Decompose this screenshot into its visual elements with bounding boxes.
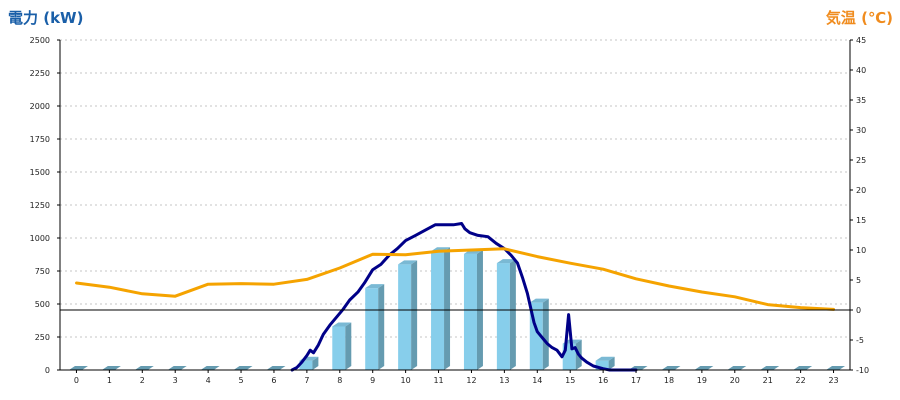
left-tick-label: 1500	[30, 168, 50, 177]
grid-layer	[60, 39, 850, 338]
bar-mark	[694, 366, 714, 370]
left-tick-label: 500	[35, 300, 50, 309]
left-tick-label: 250	[35, 333, 50, 342]
x-tick-label: 0	[74, 376, 79, 385]
x-tick-label: 6	[271, 376, 276, 385]
right-tick-label: -10	[856, 366, 869, 375]
right-tick-label: 5	[856, 276, 861, 285]
x-tick-label: 13	[499, 376, 509, 385]
x-tick-label: 21	[763, 376, 773, 385]
bar-mark	[727, 366, 747, 370]
left-tick-label: 750	[35, 267, 50, 276]
bar-mark	[760, 366, 780, 370]
bar-mark	[496, 259, 516, 370]
bar-mark	[233, 366, 253, 370]
bar-mark	[68, 366, 88, 370]
x-tick-label: 18	[664, 376, 674, 385]
left-tick-label: 1750	[30, 135, 50, 144]
x-tick-label: 23	[828, 376, 838, 385]
x-tick-label: 7	[304, 376, 309, 385]
x-tick-label: 8	[337, 376, 342, 385]
right-tick-label: 15	[856, 216, 866, 225]
left-tick-label: 2000	[30, 102, 50, 111]
x-tick-label: 15	[565, 376, 575, 385]
right-tick-label: 20	[856, 186, 866, 195]
x-tick-label: 9	[370, 376, 375, 385]
bar-mark	[332, 322, 352, 370]
left-tick-label: 2500	[30, 36, 50, 45]
x-tick-label: 16	[598, 376, 608, 385]
x-tick-label: 11	[433, 376, 443, 385]
x-tick-label: 5	[238, 376, 243, 385]
left-tick-label: 1000	[30, 234, 50, 243]
bar-mark	[167, 366, 187, 370]
left-axis-title: 電力 (kW)	[8, 9, 83, 27]
bar-mark	[595, 356, 615, 370]
bar-series-layer	[68, 247, 846, 370]
right-tick-label: 10	[856, 246, 866, 255]
x-tick-label: 20	[730, 376, 740, 385]
left-tick-label: 2250	[30, 69, 50, 78]
right-tick-label: 35	[856, 96, 866, 105]
axes-layer: 02505007501000125015001750200022502500-1…	[30, 36, 869, 385]
bar-mark	[200, 366, 220, 370]
right-tick-label: 0	[856, 306, 861, 315]
x-tick-label: 2	[140, 376, 145, 385]
x-tick-label: 19	[697, 376, 707, 385]
x-tick-label: 14	[532, 376, 542, 385]
bar-mark	[266, 366, 286, 370]
bar-mark	[101, 366, 121, 370]
right-tick-label: 30	[856, 126, 866, 135]
x-tick-label: 17	[631, 376, 641, 385]
power-line	[290, 222, 638, 372]
x-tick-label: 3	[173, 376, 178, 385]
x-tick-label: 22	[796, 376, 806, 385]
bar-mark	[793, 366, 813, 370]
x-tick-label: 4	[206, 376, 211, 385]
bar-mark	[365, 284, 385, 370]
x-tick-label: 12	[466, 376, 476, 385]
bar-mark	[134, 366, 154, 370]
right-tick-label: -5	[856, 336, 864, 345]
x-tick-label: 1	[107, 376, 112, 385]
bar-mark	[826, 366, 846, 370]
right-tick-label: 25	[856, 156, 866, 165]
x-tick-label: 10	[401, 376, 411, 385]
bar-mark	[661, 366, 681, 370]
right-tick-label: 40	[856, 66, 866, 75]
right-axis-title: 気温 (℃)	[826, 9, 893, 27]
right-tick-label: 45	[856, 36, 866, 45]
bar-mark	[431, 247, 451, 370]
temperature-line	[75, 247, 835, 311]
left-tick-label: 1250	[30, 201, 50, 210]
line-series-layer	[75, 222, 835, 372]
bar-mark	[398, 260, 418, 370]
left-tick-label: 0	[45, 366, 50, 375]
